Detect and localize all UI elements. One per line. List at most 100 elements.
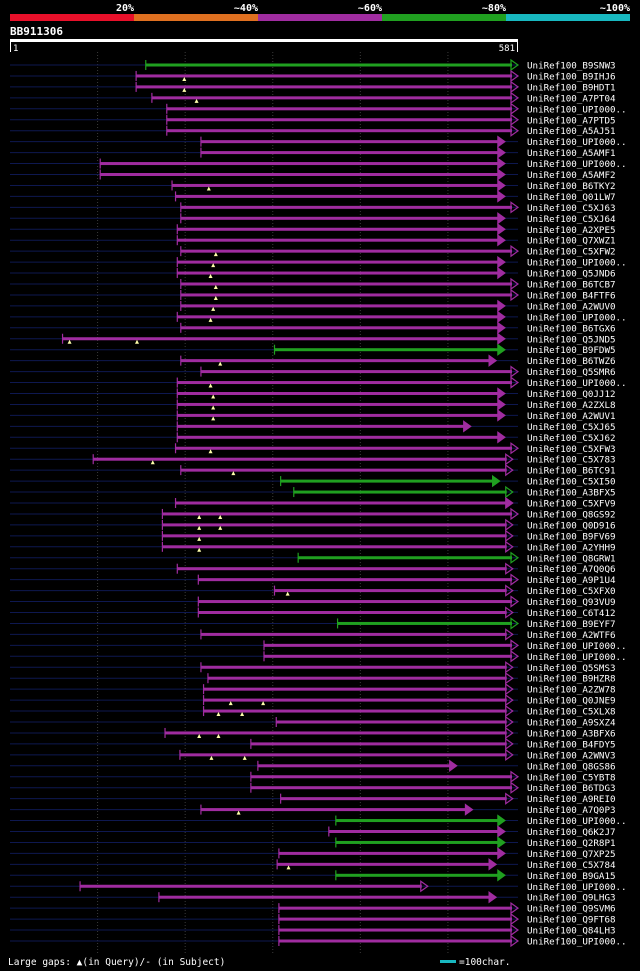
hit-aligned-bar (177, 435, 499, 439)
hit-arrow (510, 595, 520, 608)
hit-row: UniRef100_A7Q0Q6 (10, 562, 616, 575)
query-gap-marker (261, 701, 266, 706)
hit-label: UniRef100_A9SXZ4 (527, 718, 616, 729)
hit-label: UniRef100_B9SNW3 (527, 61, 616, 72)
query-gap-marker (135, 339, 139, 344)
hit-row: UniRef100_UPI000.. (10, 255, 627, 269)
hit-row: UniRef100_Q0JNE9 (10, 693, 616, 707)
hit-aligned-bar (264, 643, 512, 647)
hit-aligned-bar (180, 304, 499, 308)
hit-aligned-bar (179, 753, 507, 757)
hit-aligned-bar (335, 840, 499, 844)
hit-aligned-bar (180, 359, 491, 363)
hit-arrow (510, 201, 520, 214)
hit-arrow (497, 135, 506, 148)
hit-label: UniRef100_C5XJ65 (527, 422, 616, 433)
hit-label: UniRef100_C6T412 (527, 608, 616, 619)
hit-arrow (510, 507, 520, 521)
hit-row: UniRef100_C5XFW3 (10, 442, 616, 455)
hit-row: UniRef100_A9P1U4 (10, 573, 616, 586)
query-gap-marker (182, 87, 187, 92)
hit-arrow (505, 737, 514, 751)
hit-label: UniRef100_UPI000.. (527, 641, 627, 652)
hit-row: UniRef100_C5XJ64 (10, 212, 616, 225)
hit-aligned-bar (278, 917, 512, 921)
hit-arrow (510, 551, 520, 564)
hit-label: UniRef100_UPI000.. (527, 312, 627, 323)
hit-row: UniRef100_B9IHJ6 (10, 69, 616, 82)
query-gap-marker (240, 712, 245, 717)
hit-aligned-bar (207, 676, 507, 680)
hit-label: UniRef100_B9IHJ6 (527, 71, 616, 82)
hit-row: UniRef100_B9SNW3 (10, 58, 616, 72)
hit-label: UniRef100_Q5SMR6 (527, 367, 616, 378)
identity-legend-label: ~100% (600, 3, 630, 14)
hit-arrow (505, 584, 514, 597)
hit-aligned-bar (274, 589, 507, 593)
hit-row: UniRef100_B6TWZ6 (10, 354, 616, 367)
hit-aligned-bar (200, 151, 499, 155)
hit-row: UniRef100_Q9SVM6 (10, 901, 616, 915)
hit-row: UniRef100_Q93VU9 (10, 595, 616, 608)
hit-arrow (510, 442, 520, 455)
hit-arrow (510, 573, 520, 586)
query-gap-marker (208, 449, 213, 454)
hit-label: UniRef100_C5XJ64 (527, 214, 616, 225)
hit-aligned-bar (62, 337, 499, 341)
hit-aligned-bar (280, 479, 494, 483)
hit-row: UniRef100_C5XJ62 (10, 431, 616, 444)
hit-row: UniRef100_C5XFV9 (10, 496, 616, 510)
hit-aligned-bar (162, 545, 507, 549)
hit-arrow (510, 617, 520, 630)
hit-aligned-bar (198, 578, 512, 582)
hit-label: UniRef100_B6TCB7 (527, 280, 616, 291)
hit-arrow (505, 628, 514, 641)
hit-aligned-bar (276, 720, 507, 724)
hit-arrow (449, 759, 458, 772)
query-gap-marker (197, 525, 202, 530)
hit-label: UniRef100_A2ZXL8 (527, 400, 616, 411)
query-gap-marker (218, 514, 223, 519)
hit-label: UniRef100_Q84LH3 (527, 926, 616, 937)
hit-label: UniRef100_UPI000.. (527, 652, 627, 663)
hit-row: UniRef100_Q7XWZ1 (10, 234, 616, 247)
hit-aligned-bar (100, 162, 499, 166)
hit-row: UniRef100_Q7XP25 (10, 847, 616, 860)
hit-row: UniRef100_C5YBT8 (10, 770, 616, 783)
hit-aligned-bar (298, 556, 512, 560)
hit-arrow (510, 650, 520, 663)
hit-row: UniRef100_Q5SMR6 (10, 365, 616, 378)
hit-arrow (505, 792, 514, 805)
query-gap-marker (285, 591, 290, 596)
hit-arrow (505, 463, 514, 477)
hit-label: UniRef100_A7PT04 (527, 93, 616, 104)
hit-label: UniRef100_B6TGX6 (527, 323, 616, 334)
hit-arrow (488, 858, 498, 871)
query-gap-marker (208, 274, 213, 279)
hit-arrow (510, 80, 520, 94)
query-axis-bar (10, 39, 518, 42)
hit-row: UniRef100_UPI000.. (10, 814, 627, 827)
hit-aligned-bar (177, 227, 499, 231)
hit-label: UniRef100_C5XI50 (527, 477, 616, 488)
hit-aligned-bar (180, 205, 513, 209)
hit-row: UniRef100_Q8GS92 (10, 507, 616, 521)
query-gap-marker (213, 295, 218, 300)
hit-label: UniRef100_A5AMF1 (527, 148, 616, 159)
hit-label: UniRef100_A7PTD5 (527, 115, 616, 126)
hit-arrow (497, 223, 506, 236)
hit-label: UniRef100_A5AJ51 (527, 126, 616, 137)
hit-row: UniRef100_Q5SMS3 (10, 661, 616, 674)
axis-start-label: 1 (13, 44, 18, 54)
hit-row: UniRef100_Q0D916 (10, 518, 616, 531)
identity-legend-label: 20% (116, 3, 134, 14)
hit-row: UniRef100_A7PTD5 (10, 113, 616, 126)
hit-aligned-bar (198, 611, 507, 614)
hit-row: UniRef100_A3BFX5 (10, 485, 616, 499)
hit-row: UniRef100_B6TGX6 (10, 321, 616, 334)
hit-aligned-bar (136, 74, 512, 78)
hit-arrow (497, 409, 506, 422)
hit-label: UniRef100_Q9FT68 (527, 915, 616, 926)
identity-legend-segment (258, 14, 382, 21)
hit-label: UniRef100_B9HZR8 (527, 674, 616, 685)
